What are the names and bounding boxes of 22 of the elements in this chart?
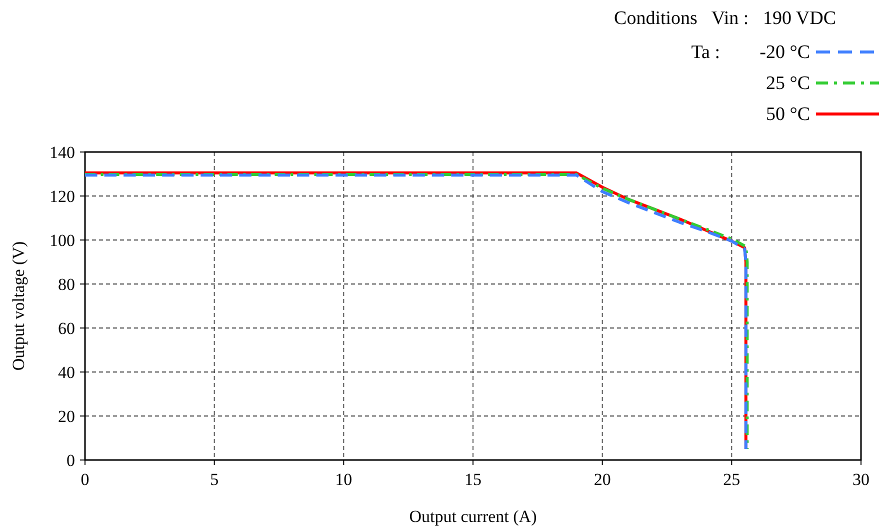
x-tick-label: 15 bbox=[464, 470, 482, 489]
y-tick-label: 20 bbox=[58, 407, 75, 426]
legend-label: 25 °C bbox=[766, 73, 810, 94]
x-tick-label: 5 bbox=[210, 470, 219, 489]
legend-title: Ta : bbox=[691, 42, 720, 63]
y-tick-label: 0 bbox=[66, 451, 75, 470]
text: Conditions Vin : 190 VDC bbox=[614, 8, 836, 29]
y-tick-label: 80 bbox=[58, 275, 75, 294]
y-axis-title: Output voltage (V) bbox=[9, 241, 28, 371]
x-tick-label: 20 bbox=[594, 470, 611, 489]
y-tick-label: 100 bbox=[50, 231, 75, 250]
x-tick-label: 25 bbox=[723, 470, 740, 489]
x-tick-label: 0 bbox=[80, 470, 90, 489]
x-axis-title: Output current (A) bbox=[409, 507, 537, 526]
y-tick-label: 40 bbox=[58, 363, 75, 382]
y-tick-label: 140 bbox=[50, 143, 75, 162]
legend-label: 50 °C bbox=[766, 104, 810, 125]
x-tick-label: 30 bbox=[852, 470, 870, 489]
y-tick-label: 60 bbox=[58, 319, 75, 338]
y-tick-label: 120 bbox=[50, 187, 75, 206]
legend-label: -20 °C bbox=[760, 42, 810, 63]
x-tick-label: 10 bbox=[335, 470, 352, 489]
